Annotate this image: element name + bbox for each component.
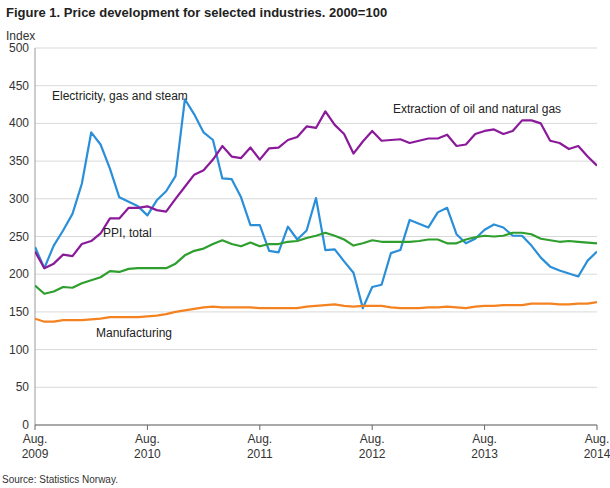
x-tick — [259, 425, 260, 430]
x-tick-label-line: Aug. — [360, 432, 385, 446]
x-tick-label-line: Aug. — [585, 432, 610, 446]
y-tick-label: 250 — [9, 230, 29, 244]
x-tick-label-line: Aug. — [247, 432, 272, 446]
series-line — [35, 99, 597, 308]
grid-line — [35, 274, 597, 275]
source: Source: Statistics Norway. — [2, 474, 118, 485]
series-label: Manufacturing — [96, 326, 172, 340]
y-tick-label: 350 — [9, 154, 29, 168]
x-tick-label-line: Aug. — [472, 432, 497, 446]
grid-line — [35, 85, 597, 86]
series-label: Electricity, gas and steam — [52, 89, 188, 103]
x-tick-label-line: 2014 — [584, 447, 610, 461]
x-tick-label-line: 2012 — [359, 447, 386, 461]
x-tick-label-line: 2010 — [134, 447, 161, 461]
grid-line — [35, 387, 597, 388]
x-tick — [35, 425, 36, 430]
x-tick-label-line: 2011 — [247, 447, 273, 461]
x-tick — [147, 425, 148, 430]
x-tick-label-line: 2013 — [471, 447, 498, 461]
x-tick-label-line: 2009 — [22, 447, 49, 461]
x-tick-label: Aug.2009 — [22, 432, 49, 461]
series-label: PPI, total — [103, 226, 152, 240]
x-axis — [35, 425, 597, 426]
y-tick-label: 300 — [9, 192, 29, 206]
x-tick — [484, 425, 485, 430]
y-tick-label: 50 — [16, 380, 30, 394]
y-tick-label: 0 — [22, 418, 29, 432]
series-line — [35, 302, 597, 322]
x-tick-label-line: Aug. — [135, 432, 160, 446]
grid-line — [35, 311, 597, 312]
grid-line — [35, 425, 597, 426]
x-tick — [372, 425, 373, 430]
grid-line — [35, 48, 597, 49]
series-line — [35, 111, 597, 268]
y-tick-label: 200 — [9, 267, 29, 281]
grid-line — [35, 349, 597, 350]
x-tick-label: Aug.2014 — [584, 432, 610, 461]
plot-area — [35, 99, 597, 321]
y-tick-label: 500 — [9, 41, 29, 55]
y-tick-label: 400 — [9, 116, 29, 130]
y-tick-label: 450 — [9, 79, 29, 93]
x-tick-label: Aug.2011 — [247, 432, 273, 461]
series-line — [35, 233, 597, 294]
y-tick-label: 100 — [9, 343, 29, 357]
grid-line — [35, 123, 597, 124]
y-axis — [35, 48, 36, 425]
y-tick-label: 150 — [9, 305, 29, 319]
title: Figure 1. Price development for selected… — [6, 5, 387, 20]
x-tick-label-line: Aug. — [23, 432, 48, 446]
x-tick — [597, 425, 598, 430]
grid-line — [35, 161, 597, 162]
x-tick-label: Aug.2013 — [471, 432, 498, 461]
x-tick-label: Aug.2010 — [134, 432, 161, 461]
series-label: Extraction of oil and natural gas — [393, 102, 561, 116]
x-tick-label: Aug.2012 — [359, 432, 386, 461]
chart: Figure 1. Price development for selected… — [0, 0, 610, 488]
